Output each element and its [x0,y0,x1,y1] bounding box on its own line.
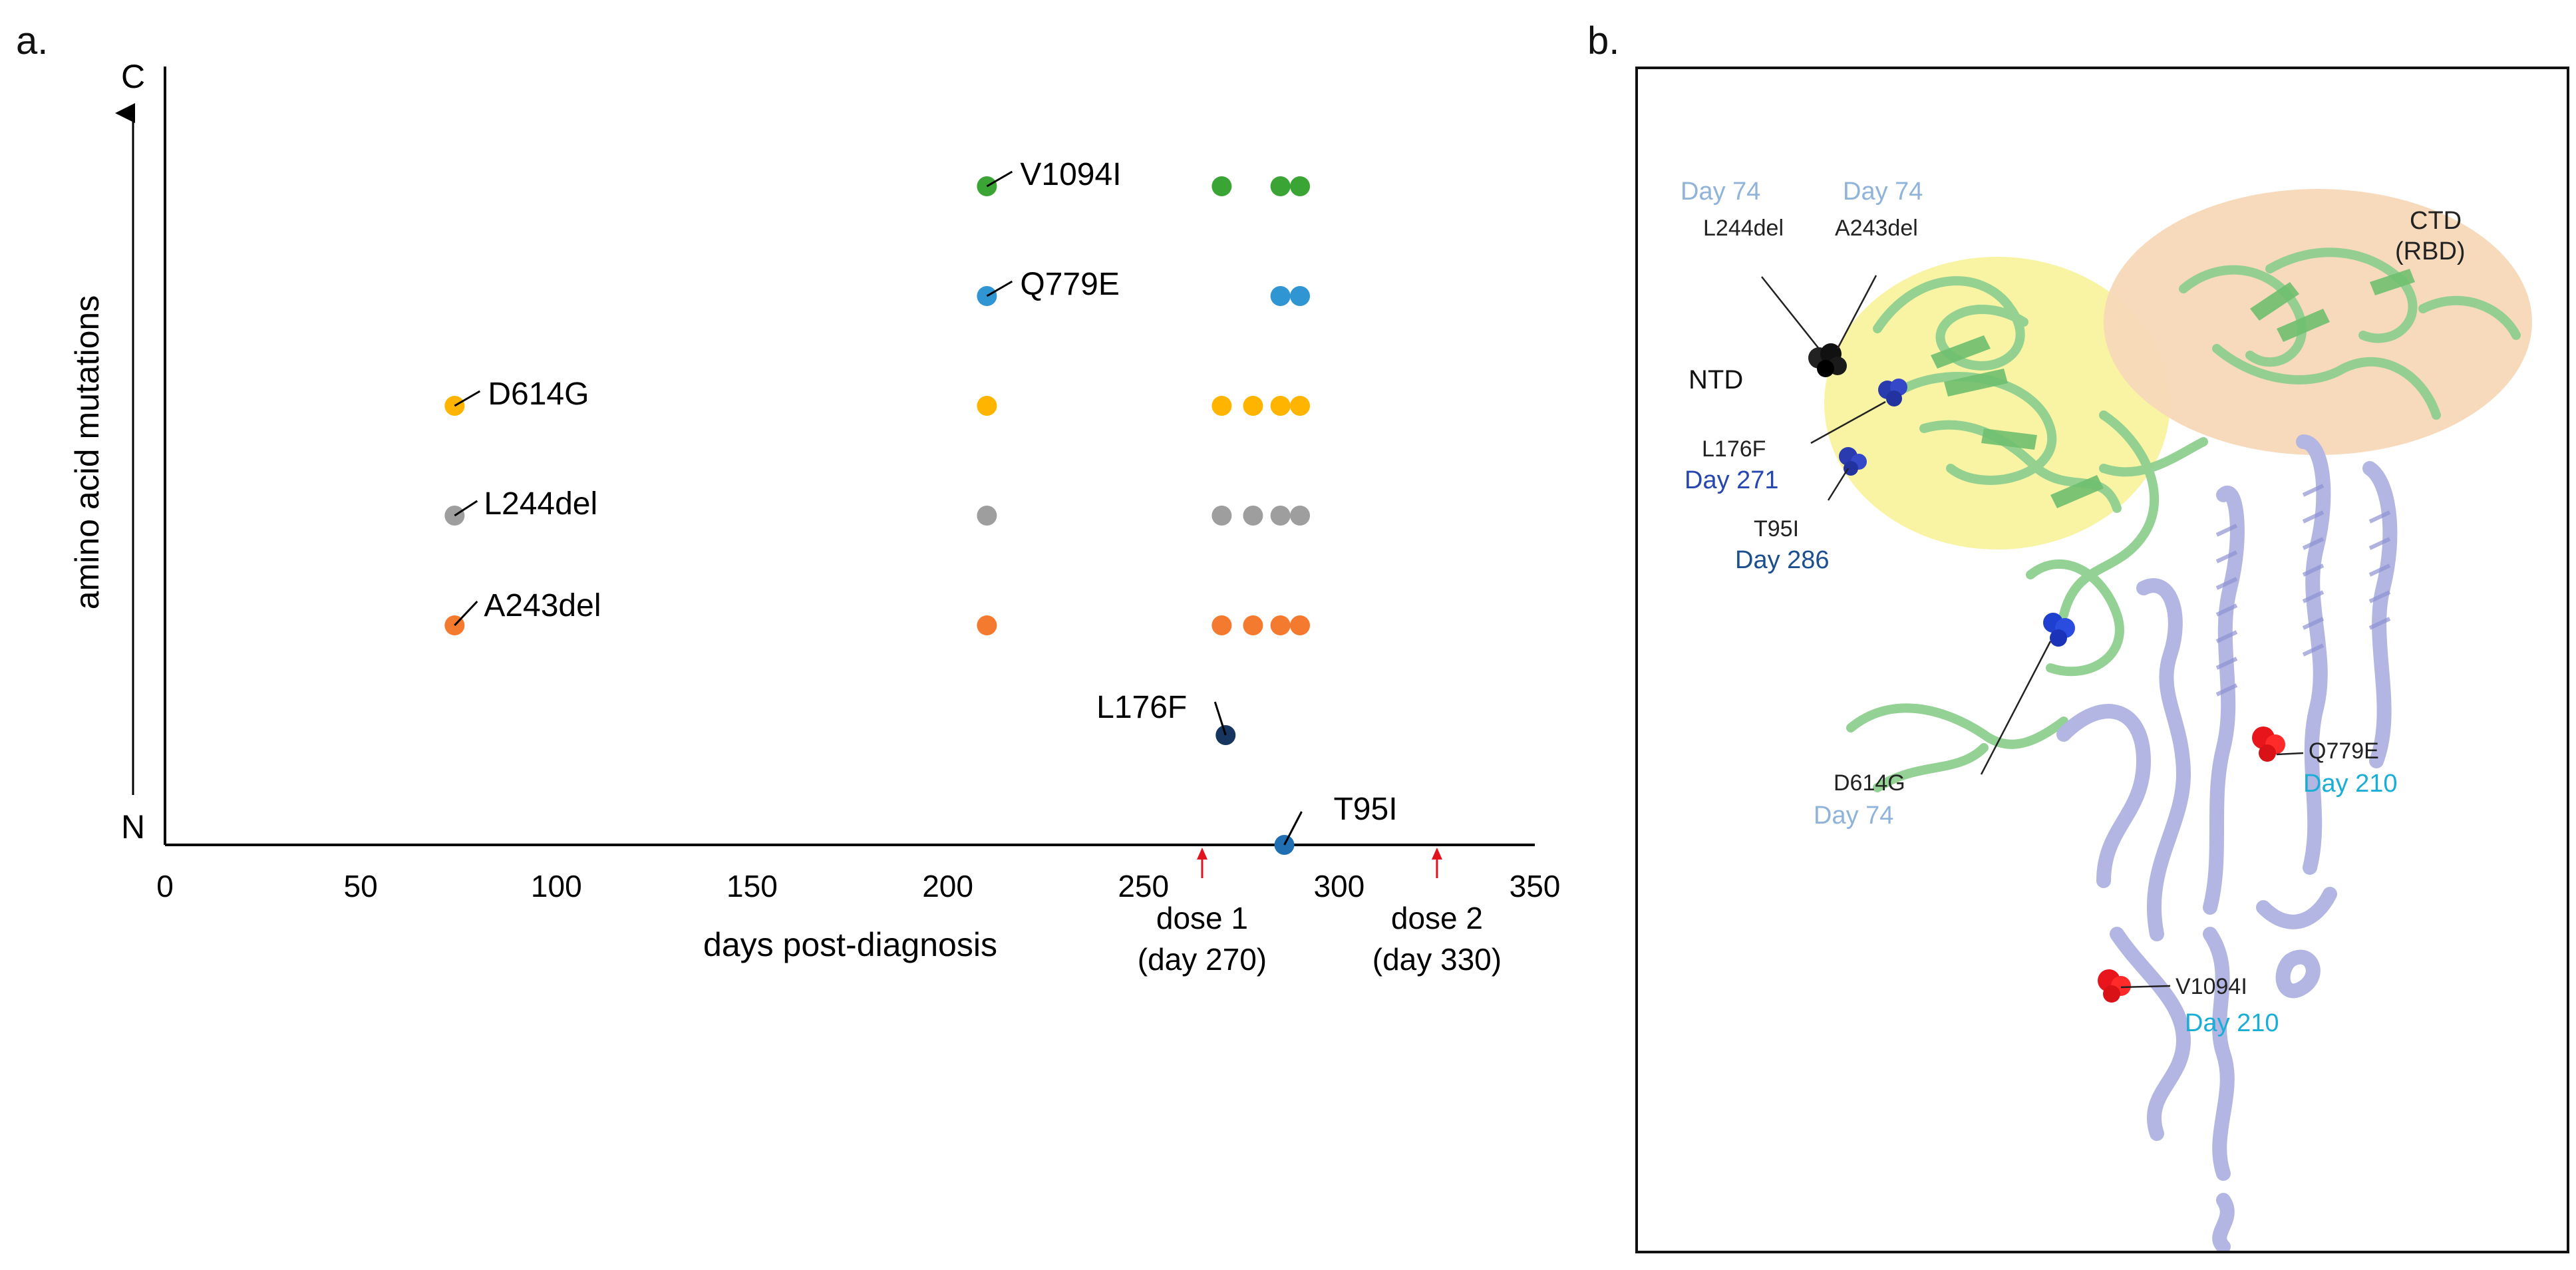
data-point-v1094i [1211,176,1232,196]
data-point-d614g [1243,396,1263,416]
dose-arrow-head [1431,848,1442,860]
y-bottom-label: N [121,808,145,846]
series-label-leader [1213,701,1227,736]
data-point-a243del [977,615,997,635]
dose-1-label: dose 1 [1156,901,1248,935]
lavender-helix-stripes [2215,484,2391,697]
x-tick-label: 350 [1510,869,1561,903]
t95i-day-label: Day 286 [1735,546,1830,574]
data-point-v1094i [1270,176,1291,196]
series-label-d614g: D614G [488,377,589,412]
data-point-a243del [1290,615,1311,635]
t95i-label: T95I [1754,516,1799,542]
x-tick-label: 100 [531,869,582,903]
data-point-d614g [1290,396,1311,416]
ctd-label: CTD [2410,207,2462,235]
dose-2-day-label: (day 330) [1372,942,1502,977]
data-point-a243del [1243,615,1263,635]
data-point-d614g [1211,396,1232,416]
x-axis-title: days post-diagnosis [703,926,997,963]
data-point-l244del [1243,506,1263,526]
structure-leader-lines [1761,275,2304,989]
l176f-day-label: Day 271 [1685,466,1779,494]
series-label-l244del: L244del [484,486,597,522]
x-tick-label: 300 [1313,869,1365,903]
q779e-label: Q779E [2309,738,2379,764]
series-label-a243del: A243del [484,588,601,623]
l244del-day-label: Day 74 [1681,178,1760,206]
panel-a-label: a. [16,19,49,63]
l244del-label: L244del [1703,216,1784,241]
series-label-leader [986,280,1013,297]
ctd-sublabel: (RBD) [2395,238,2466,265]
data-point-q779e [1290,286,1311,306]
data-point-a243del [1211,615,1232,635]
mutation-spheres [1808,343,2285,1003]
x-tick-label: 150 [726,869,778,903]
scatter-chart: C N amino acid mutations days post-diagn… [69,58,1561,977]
series-label-leader [1283,811,1303,846]
x-tick-label: 0 [156,869,174,903]
data-point-a243del [1270,615,1291,635]
dose-2-label: dose 2 [1391,901,1483,935]
green-protomer-ribbon [1846,247,2521,792]
v1094i-day-label: Day 210 [2185,1009,2279,1037]
dose-1-day-label: (day 270) [1138,942,1267,977]
spike-protein-structure: NTD CTD (RBD) Day 74 L244del Day 74 A243… [1681,178,2532,1254]
series-label-t95i: T95I [1333,792,1397,827]
dose-arrow-head [1196,848,1208,860]
a243del-day-label: Day 74 [1843,178,1923,206]
y-top-label: C [121,58,145,95]
series-label-leader [454,390,481,407]
data-point-l244del [1270,506,1291,526]
x-tick-label: 50 [344,869,378,903]
data-point-d614g [977,396,997,416]
series-label-v1094i: V1094I [1020,157,1121,192]
v1094i-label: V1094I [2175,974,2247,999]
data-point-q779e [1270,286,1291,306]
series-label-leader [454,500,478,517]
data-point-l244del [1290,506,1311,526]
y-axis-title: amino acid mutations [69,295,106,609]
ntd-domain-ellipse [1824,257,2170,550]
d614g-day-label: Day 74 [1814,802,1893,830]
ntd-label: NTD [1689,365,1743,395]
panel-b-label: b. [1587,19,1620,63]
data-point-d614g [1270,396,1291,416]
data-point-l244del [1211,506,1232,526]
green-beta-sheets [1931,269,2415,508]
series-label-q779e: Q779E [1020,267,1119,302]
series-label-leader [454,600,478,627]
series-label-leader [986,170,1013,188]
lavender-protomer-ribbon [2056,434,2398,1254]
d614g-label: D614G [1834,770,1905,796]
a243del-label: A243del [1835,216,1918,241]
l176f-label: L176F [1702,436,1766,462]
data-point-l244del [977,506,997,526]
series-label-l176f: L176F [1096,690,1187,725]
q779e-day-label: Day 210 [2303,770,2398,798]
x-tick-label: 250 [1118,869,1169,903]
data-point-v1094i [1290,176,1311,196]
x-tick-label: 200 [922,869,973,903]
structure-panel: NTD CTD (RBD) Day 74 L244del Day 74 A243… [1635,67,2569,1254]
